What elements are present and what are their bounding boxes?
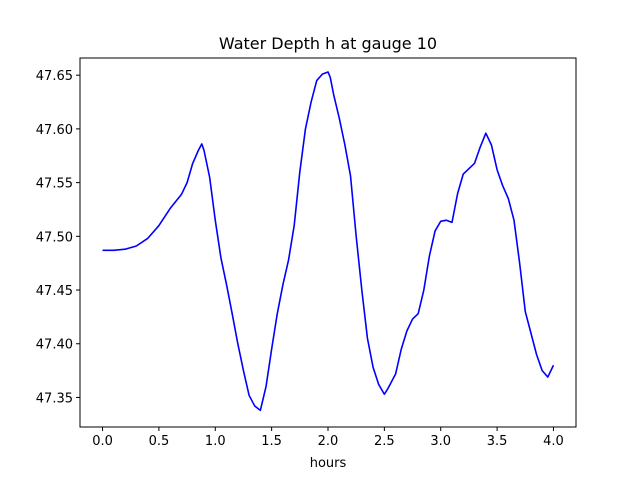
x-tick-label: 0.5 — [149, 434, 170, 449]
series-layer — [102, 71, 555, 412]
x-tick-label: 4.0 — [543, 434, 564, 449]
series-line-0 — [102, 71, 555, 412]
y-tick-label: 47.55 — [36, 177, 73, 192]
x-tick-label: 3.0 — [430, 434, 451, 449]
y-tick-label: 47.45 — [36, 284, 73, 299]
x-tick-label: 1.0 — [205, 434, 226, 449]
x-axis-ticks: 0.0 0.5 1.0 1.5 2.0 2.5 3.0 3.5 4.0 — [92, 427, 564, 449]
x-tick-label: 2.5 — [374, 434, 395, 449]
x-tick-label: 2.0 — [318, 434, 339, 449]
y-tick-label: 47.35 — [36, 391, 73, 406]
y-tick-label: 47.40 — [36, 338, 73, 353]
y-axis-ticks: 47.35 47.40 47.45 47.50 47.55 47.60 47.65 — [36, 69, 80, 406]
y-tick-label: 47.60 — [36, 123, 73, 138]
x-tick-label: 0.0 — [92, 434, 113, 449]
y-tick-label: 47.50 — [36, 230, 73, 245]
y-tick-label: 47.65 — [36, 69, 73, 84]
x-tick-label: 3.5 — [487, 434, 508, 449]
plot-frame — [79, 57, 577, 428]
x-axis-label: hours — [310, 456, 347, 471]
x-tick-label: 1.5 — [261, 434, 282, 449]
chart-title: Water Depth h at gauge 10 — [219, 34, 437, 53]
